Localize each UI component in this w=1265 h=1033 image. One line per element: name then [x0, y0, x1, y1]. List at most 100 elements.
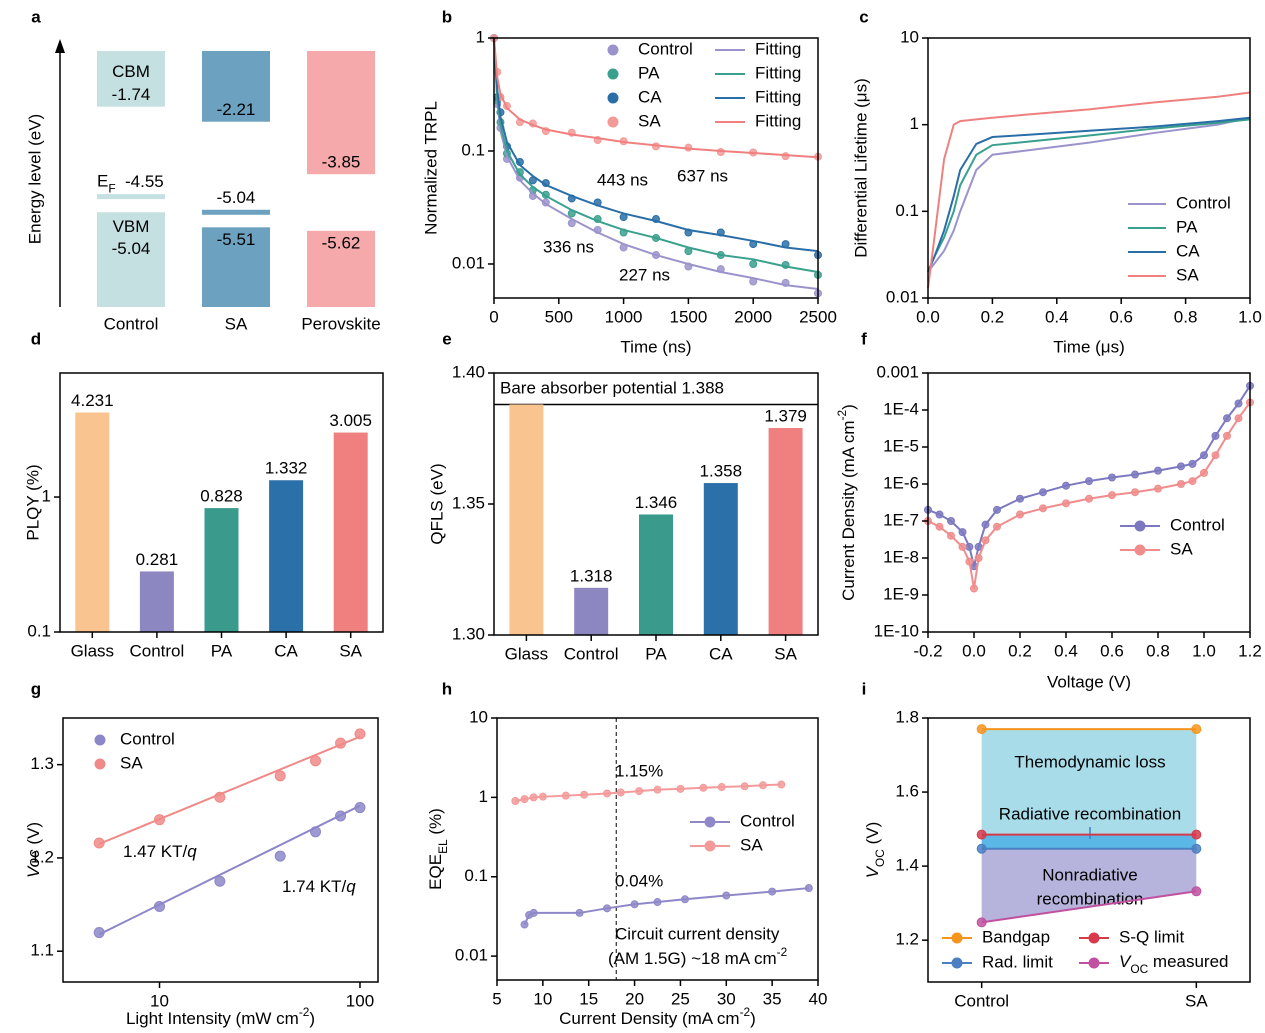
series-line	[493, 37, 819, 159]
y-tick-label: 1.35	[452, 493, 485, 512]
value-label: 0.828	[200, 487, 243, 506]
value-label: 3.005	[329, 411, 372, 430]
legend-label: PA	[1176, 217, 1198, 236]
data-point	[981, 520, 990, 529]
y-tick-label: 1.30	[452, 624, 485, 643]
band-value: -5.04	[112, 239, 151, 258]
panel-letter: e	[442, 329, 451, 348]
y-tick-label: 1E-6	[883, 473, 919, 492]
vbm-box	[202, 227, 270, 307]
x-tick-label: SA	[339, 641, 362, 660]
data-point	[1191, 724, 1202, 735]
bar	[639, 514, 673, 635]
data-point	[1211, 451, 1220, 460]
panel-letter: c	[859, 7, 868, 26]
series-line	[493, 37, 819, 273]
y-axis-label: VOC (V)	[863, 822, 887, 879]
data-point	[976, 843, 987, 854]
legend-label: Control	[1176, 193, 1231, 212]
annotation: Circuit current density	[615, 924, 780, 943]
text-part: -2	[835, 409, 849, 420]
data-point	[653, 785, 662, 794]
value-label: 1.346	[635, 493, 678, 512]
data-point	[214, 875, 226, 887]
bar	[703, 483, 738, 635]
y-tick-label: 10	[900, 27, 919, 46]
data-point	[1188, 459, 1197, 468]
x-tick-label: 2000	[734, 307, 772, 326]
text-part: q	[187, 842, 197, 861]
legend-marker	[1088, 932, 1100, 944]
fermi-level	[202, 209, 270, 215]
text-part: V	[1119, 952, 1132, 971]
y-axis-label: Current Density (mA cm-2)	[835, 404, 858, 601]
data-point	[947, 531, 955, 540]
y-tick-label: 1E-5	[883, 436, 919, 455]
annotation: 1.74 KT/q	[282, 877, 356, 896]
data-point	[653, 898, 662, 907]
legend-marker	[607, 92, 619, 104]
data-point	[1154, 484, 1162, 493]
text-part: OC	[1130, 962, 1148, 976]
data-point	[616, 788, 625, 797]
data-point	[154, 814, 166, 826]
legend-label: SA	[1176, 265, 1199, 284]
x-axis-label: Light Intensity (mW cm-2)	[126, 1005, 315, 1028]
legend-marker	[1088, 957, 1100, 969]
legend-label: CA	[638, 87, 662, 106]
text-part: )	[750, 1009, 756, 1028]
data-point	[965, 542, 974, 551]
band-value: -1.74	[112, 85, 151, 104]
series-line	[927, 91, 1251, 289]
region-label: recombination	[1037, 889, 1144, 908]
loss-region	[981, 729, 1197, 835]
legend-label: SA	[120, 753, 143, 772]
x-tick-label: -0.2	[913, 641, 942, 660]
x-tick-label: 10	[533, 989, 552, 1008]
text-part: (V)	[24, 822, 43, 849]
bar	[768, 428, 803, 635]
data-point	[603, 904, 612, 913]
data-point	[580, 790, 589, 799]
data-point	[1039, 488, 1047, 497]
data-point	[1200, 451, 1208, 460]
data-point	[561, 791, 570, 800]
data-point	[965, 557, 974, 566]
x-tick-label: 1.0	[1192, 641, 1216, 660]
panel-letter: f	[861, 329, 867, 348]
x-tick-label: 5	[492, 989, 501, 1008]
y-axis-label: PLQY (%)	[23, 464, 42, 540]
data-point	[993, 522, 1001, 531]
data-point	[777, 780, 786, 789]
x-tick-label: 1.0	[1238, 307, 1262, 326]
x-tick-label: 30	[717, 989, 736, 1008]
data-point	[630, 900, 639, 909]
region-label: Nonradiative	[1042, 865, 1137, 884]
data-point	[529, 908, 538, 917]
data-point	[603, 789, 612, 798]
data-point	[804, 884, 813, 893]
x-tick-label: CA	[709, 644, 733, 663]
band-value: -4.55	[125, 172, 164, 191]
loss-region	[981, 834, 1197, 849]
y-axis-label: Voc (V)	[24, 822, 43, 878]
y-tick-label: 0.1	[27, 621, 51, 640]
x-tick-label: 35	[763, 989, 782, 1008]
text-part: EL	[436, 839, 450, 854]
legend-label: S-Q limit	[1119, 927, 1184, 946]
legend-label: Rad. limit	[982, 952, 1053, 971]
text-part: q	[346, 877, 356, 896]
text-part: -2	[299, 1005, 310, 1019]
annotation: 1.15%	[615, 761, 663, 780]
data-point	[354, 802, 366, 814]
text-part: Current Density (mA cm	[839, 420, 858, 600]
text-part: V	[863, 865, 882, 878]
data-point	[974, 554, 983, 562]
y-tick-label: 1	[910, 114, 919, 133]
region-label: Themodynamic loss	[1014, 752, 1165, 771]
y-tick-label: 1	[479, 787, 488, 806]
text-part: (V)	[863, 822, 882, 849]
y-tick-label: 1E-9	[883, 584, 919, 603]
cbm-box	[307, 51, 375, 175]
fit-line	[98, 735, 361, 845]
